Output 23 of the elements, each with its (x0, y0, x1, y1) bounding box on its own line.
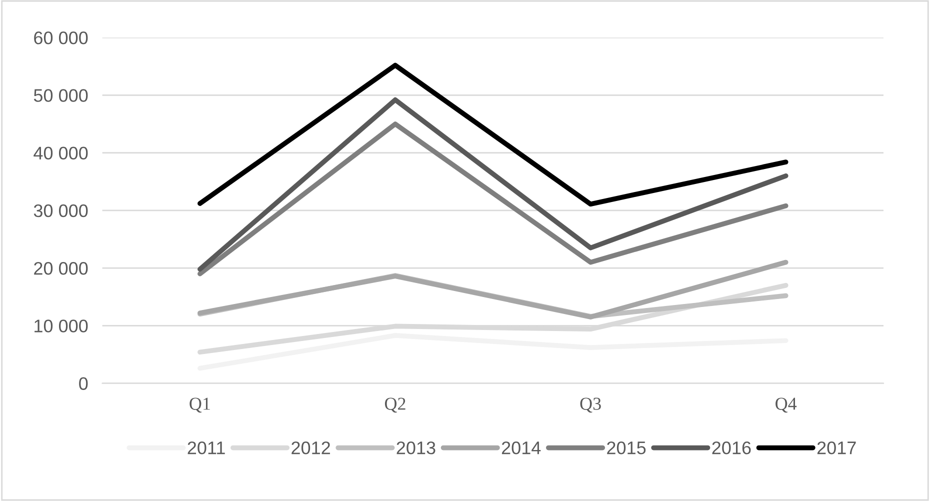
legend-label: 2013 (396, 441, 436, 454)
line-series (198, 62, 788, 207)
line-series (198, 122, 788, 276)
legend-label: 2017 (817, 441, 856, 454)
legend-label: 2012 (292, 441, 330, 454)
y-tick-label: 40 000 (34, 146, 88, 160)
legend-label: 2015 (607, 441, 646, 454)
y-tick-label: 60 000 (34, 32, 88, 44)
legend-label: 2011 (188, 441, 225, 454)
x-tick-label: Q4 (776, 398, 797, 413)
legend-label: 2016 (712, 441, 751, 454)
y-tick-label: 50 000 (34, 89, 88, 102)
x-tick-label: Q3 (580, 398, 601, 413)
y-tick-label: 20 000 (34, 262, 88, 275)
y-tick-label: 30 000 (34, 204, 88, 218)
x-tick-label: Q2 (384, 398, 406, 413)
y-tick-label: 10 000 (34, 320, 88, 332)
line-series (198, 333, 788, 371)
legend-label: 2014 (502, 441, 541, 454)
y-tick-label: 0 (79, 377, 88, 390)
x-tick-label: Q1 (190, 398, 210, 413)
line-series (198, 97, 788, 272)
line-series (198, 260, 788, 320)
